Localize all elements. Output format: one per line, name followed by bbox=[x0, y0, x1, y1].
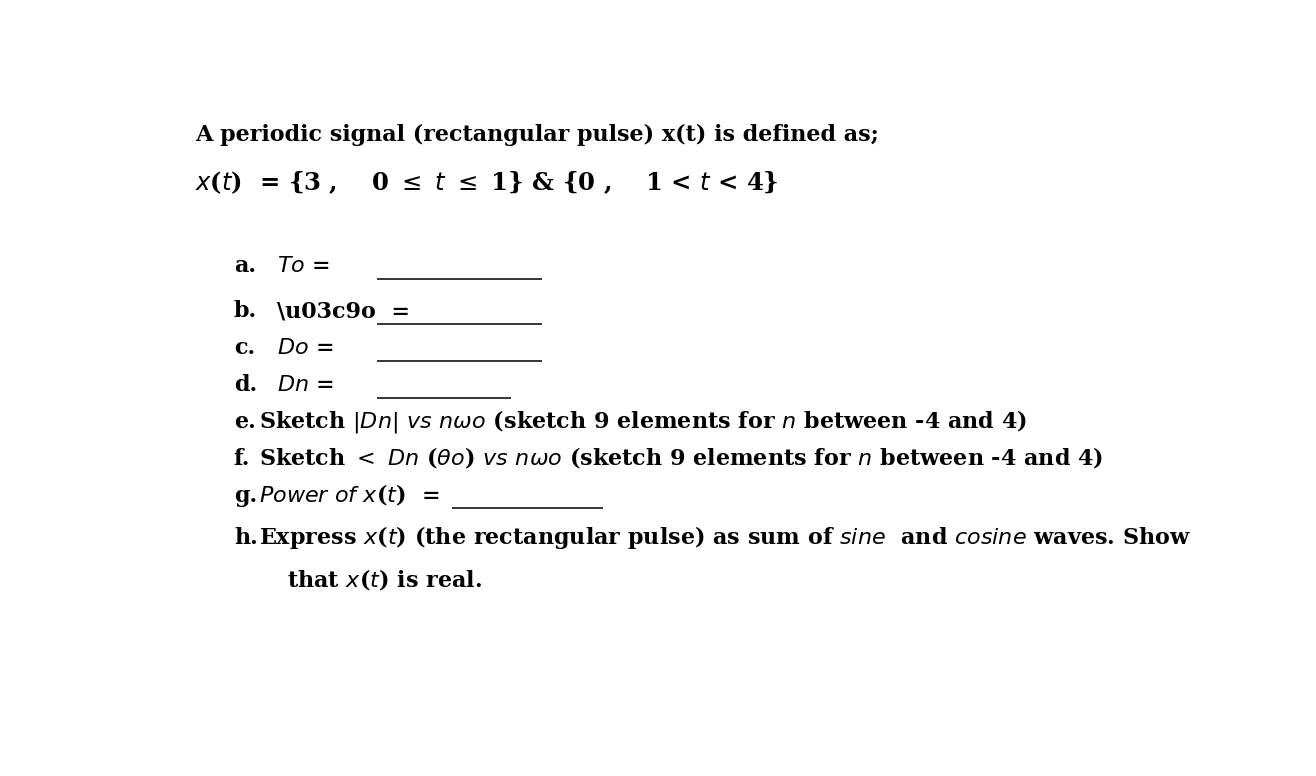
Text: Sketch $<$ $\mathit{Dn}$ ($\theta$$o$) $\mathit{vs}$ $\mathit{n}$$\mathit{\omega: Sketch $<$ $\mathit{Dn}$ ($\theta$$o$) $… bbox=[259, 445, 1104, 470]
Text: Sketch $|\mathit{Dn}|$ $\mathit{vs}$ $\mathit{n}$$\mathit{\omega}$$\mathit{o}$ (: Sketch $|\mathit{Dn}|$ $\mathit{vs}$ $\m… bbox=[259, 408, 1028, 435]
Text: A periodic signal (rectangular pulse) x(t) is defined as;: A periodic signal (rectangular pulse) x(… bbox=[195, 124, 879, 146]
Text: b.: b. bbox=[234, 300, 257, 322]
Text: $\mathit{P}$$\mathit{ower\ of\ }$$\mathit{x}$($\mathit{t}$)  =: $\mathit{P}$$\mathit{ower\ of\ }$$\mathi… bbox=[259, 483, 440, 508]
Text: c.: c. bbox=[234, 338, 255, 359]
Text: Express $\mathit{x}$($\mathit{t}$) (the rectangular pulse) as sum of $\mathit{si: Express $\mathit{x}$($\mathit{t}$) (the … bbox=[259, 525, 1191, 551]
Text: \u03c9o  =: \u03c9o = bbox=[276, 300, 409, 322]
Text: g.: g. bbox=[234, 485, 257, 507]
Text: $\mathit{D}$$\mathit{n}$ =: $\mathit{D}$$\mathit{n}$ = bbox=[276, 374, 334, 397]
Text: h.: h. bbox=[234, 527, 258, 549]
Text: $\mathit{T}$$\mathit{o}$ =: $\mathit{T}$$\mathit{o}$ = bbox=[276, 255, 330, 277]
Text: $\mathit{x}$($\mathit{t}$)  = {3 ,    0 $\leq$ $\mathit{t}$ $\leq$ 1} & {0 ,    : $\mathit{x}$($\mathit{t}$) = {3 , 0 $\le… bbox=[195, 169, 779, 196]
Text: that $\mathit{x}$($\mathit{t}$) is real.: that $\mathit{x}$($\mathit{t}$) is real. bbox=[287, 566, 482, 591]
Text: e.: e. bbox=[234, 411, 255, 433]
Text: d.: d. bbox=[234, 374, 257, 397]
Text: $\mathit{D}$$\mathit{o}$ =: $\mathit{D}$$\mathit{o}$ = bbox=[276, 338, 333, 359]
Text: a.: a. bbox=[234, 255, 255, 277]
Text: f.: f. bbox=[234, 448, 250, 469]
